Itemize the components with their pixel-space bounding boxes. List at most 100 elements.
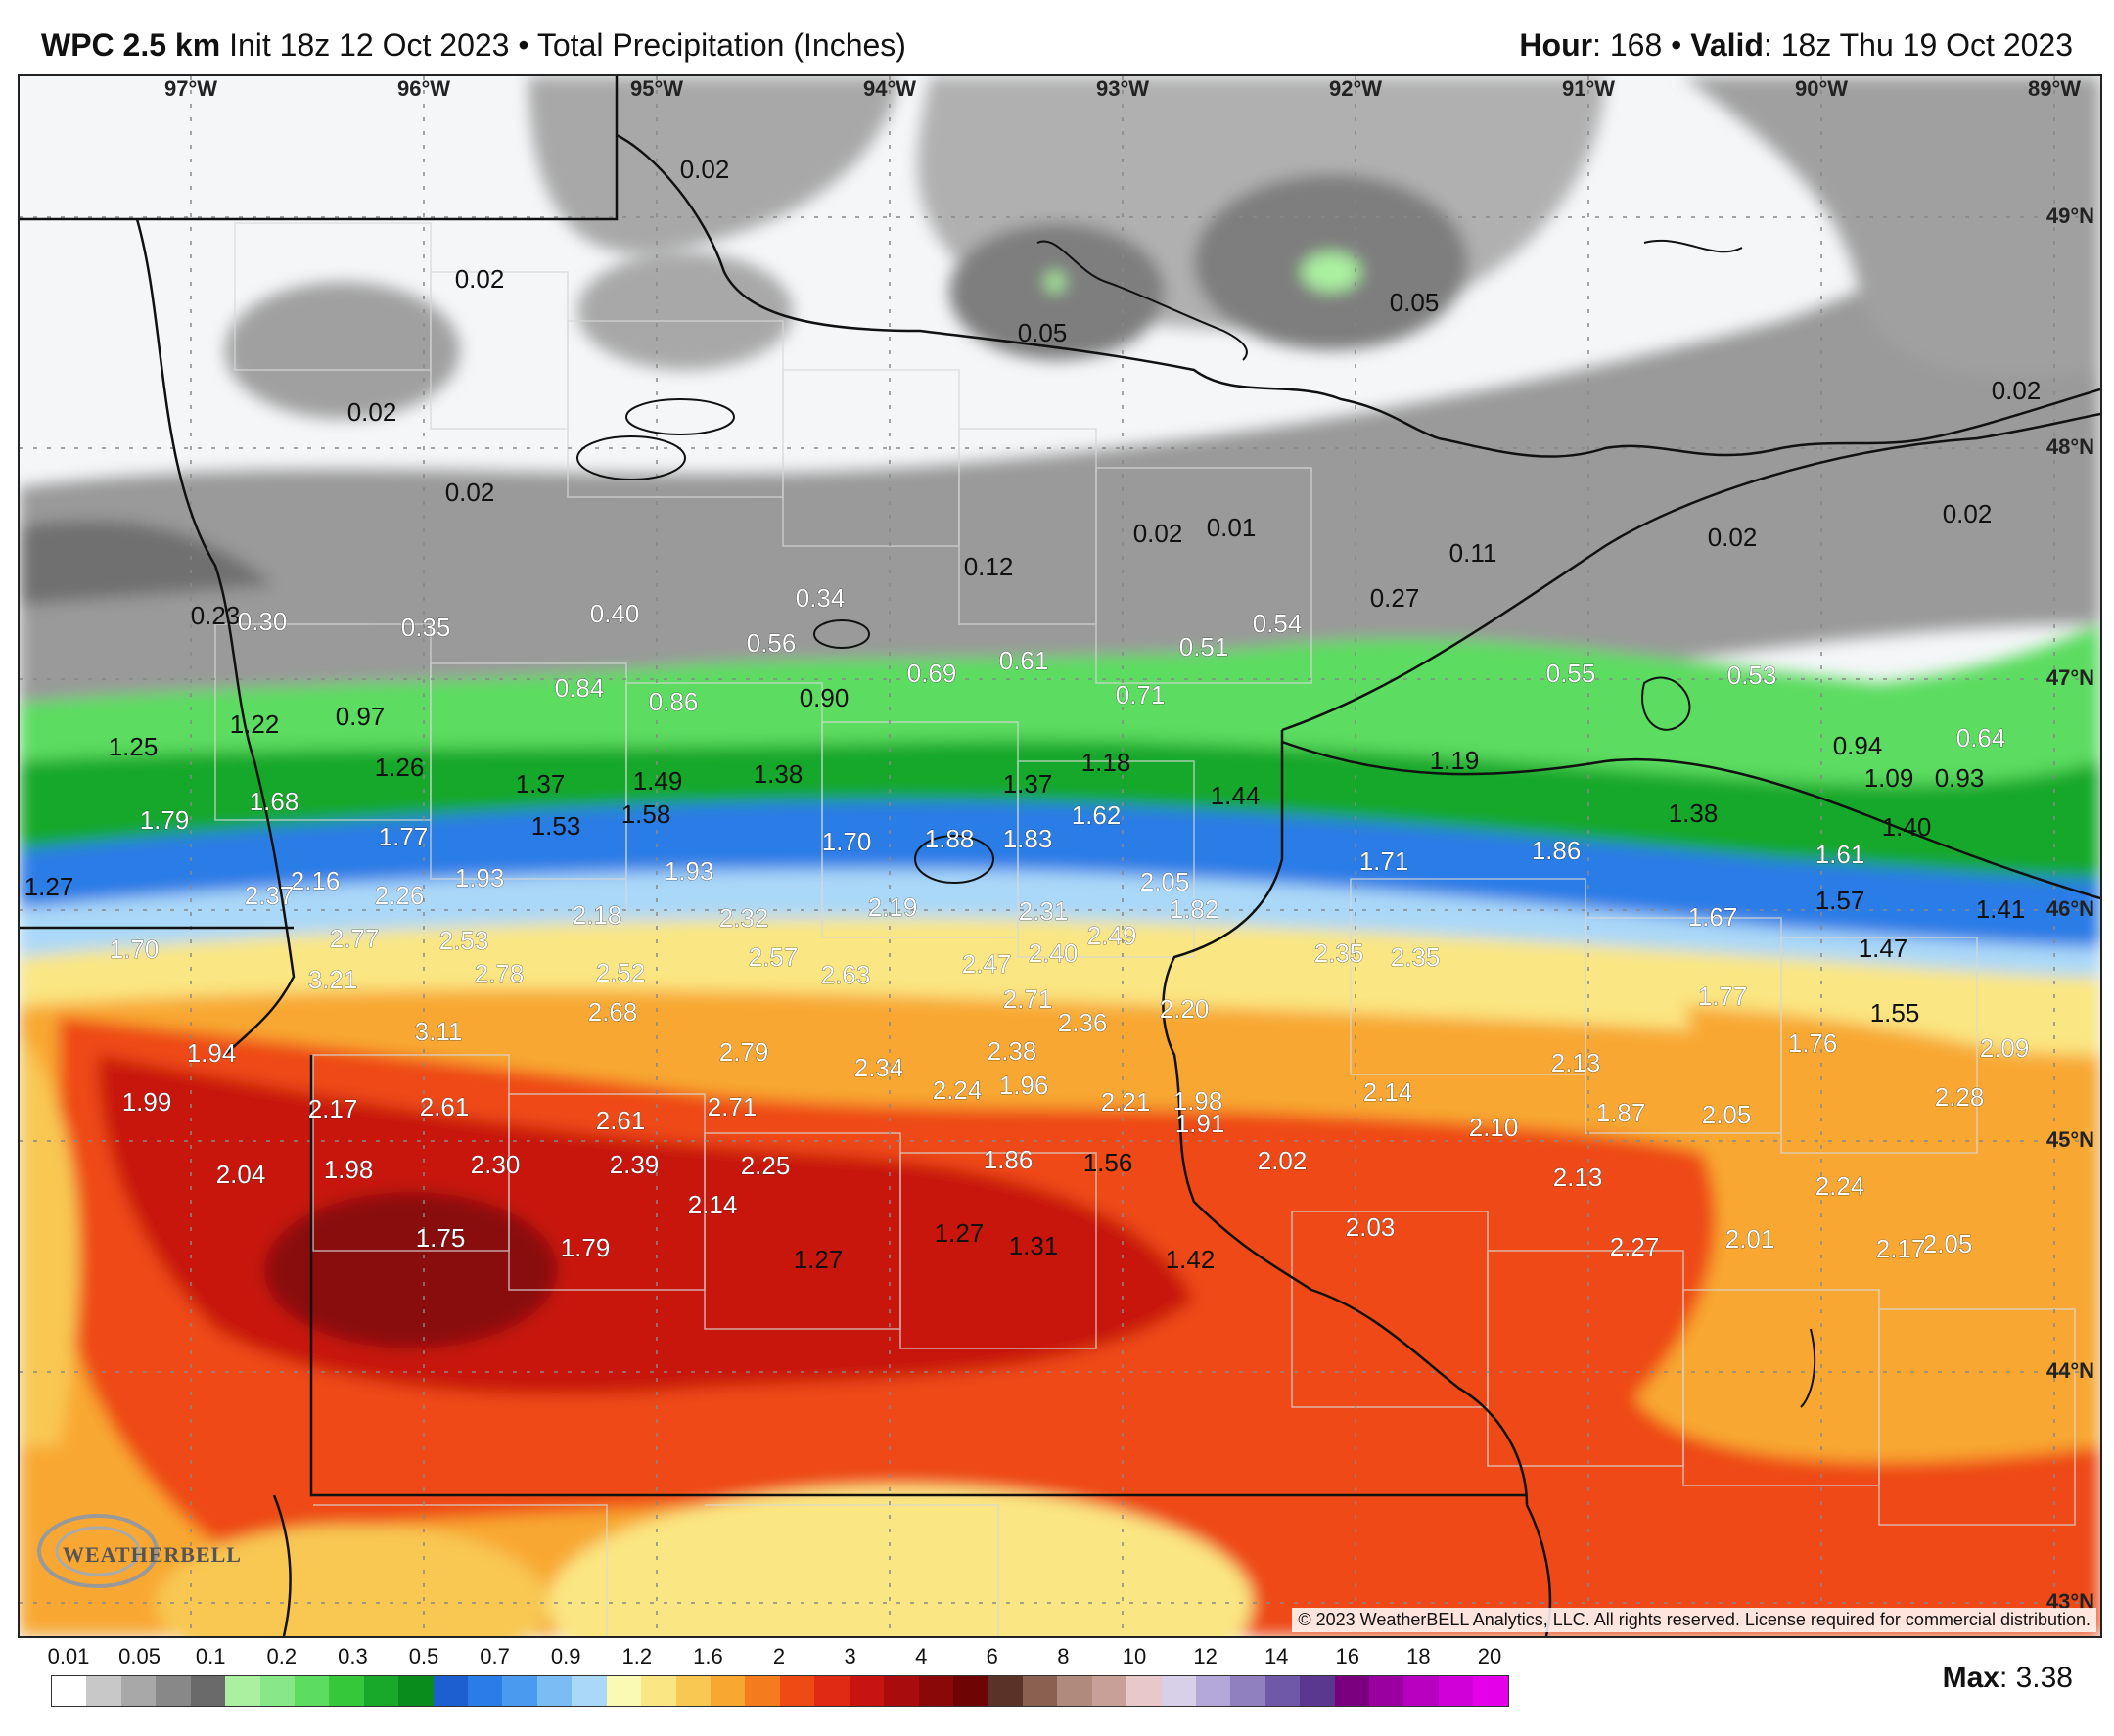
precip-value-label: 2.14: [688, 1190, 738, 1219]
precip-value-label: 1.91: [1175, 1109, 1225, 1138]
precip-value-label: 2.77: [330, 924, 380, 953]
precip-value-label: 0.27: [1370, 583, 1420, 613]
legend-swatch: [502, 1676, 537, 1706]
legend-swatch: [1126, 1676, 1162, 1706]
legend-tick-label: 18: [1406, 1644, 1431, 1668]
legend-swatch: [225, 1676, 260, 1706]
precip-value-label: 2.05: [1140, 867, 1190, 896]
precip-value-label: 2.04: [216, 1160, 266, 1189]
precip-value-label: 2.30: [471, 1150, 521, 1179]
legend-swatch: [1403, 1676, 1439, 1706]
precip-value-label: 2.38: [988, 1036, 1037, 1066]
legend-labels: 0.01 0.05 0.1 0.2 0.3 0.5 0.7 0.9 1.2 1.6 2 3 4 6 8 10 1…: [48, 1644, 1509, 1673]
precip-value-label: 0.40: [590, 599, 640, 628]
separator: •: [518, 27, 529, 63]
precip-value-label: 0.56: [747, 628, 797, 658]
precip-value-label: 2.18: [573, 900, 622, 930]
county-lines: [214, 222, 2076, 1636]
precip-value-label: 1.93: [455, 863, 505, 892]
precip-value-label: 2.61: [596, 1106, 646, 1135]
precip-value-label: 2.02: [1258, 1146, 1308, 1175]
latitude-labels: 49°N 48°N 47°N 46°N 45°N 44°N 43°N: [2046, 204, 2094, 1614]
precip-value-label: 1.70: [822, 827, 872, 856]
precip-value-label: 1.58: [621, 799, 671, 829]
precip-value-label: 2.32: [719, 903, 769, 933]
legend-tick-label: 0.7: [480, 1644, 510, 1668]
precip-value-label: 0.64: [1956, 723, 2006, 753]
precip-value-label: 2.40: [1029, 938, 1079, 968]
precip-value-label: 0.54: [1253, 609, 1303, 638]
precip-value-label: 1.86: [1532, 836, 1582, 865]
max-label: Max: [1942, 1662, 1999, 1694]
precip-value-label: 3.11: [415, 1017, 463, 1046]
legend-swatch: [745, 1676, 780, 1706]
state-borders: [20, 76, 2100, 1636]
lat-label: 44°N: [2046, 1358, 2094, 1383]
legend-tick-label: 10: [1122, 1644, 1147, 1668]
legend-swatch: [606, 1676, 642, 1706]
precip-value-label: 1.62: [1072, 800, 1122, 830]
legend-swatch: [884, 1676, 919, 1706]
precip-value-label: 1.27: [935, 1218, 985, 1248]
weatherbell-logo: WEATHERBELL: [29, 1507, 241, 1595]
precip-value-label: 2.27: [1610, 1232, 1660, 1261]
legend-swatch: [468, 1676, 503, 1706]
precip-value-label: 1.79: [140, 805, 190, 835]
map-header: WPC 2.5 km Init 18z 12 Oct 2023 • Total …: [0, 0, 2114, 72]
precip-value-label: 0.51: [1179, 632, 1229, 662]
legend-swatch: [1091, 1676, 1127, 1706]
precip-value-label: 2.61: [420, 1092, 470, 1121]
precip-value-label: 2.34: [854, 1053, 904, 1082]
precip-value-label: 1.88: [925, 824, 975, 853]
precip-value-label: 2.16: [291, 866, 341, 895]
precip-value-label: 0.11: [1449, 538, 1497, 568]
separator: •: [1671, 27, 1682, 63]
precip-value-label: 1.26: [375, 753, 425, 782]
lat-label: 45°N: [2046, 1127, 2094, 1152]
lakes: [576, 240, 1816, 1408]
precip-value-label: 1.83: [1003, 824, 1053, 853]
precip-value-label: 2.53: [439, 926, 489, 955]
header-right: Hour: 168 • Valid: 18z Thu 19 Oct 2023: [1519, 27, 2073, 64]
legend-tick-label: 12: [1193, 1644, 1218, 1668]
lat-label: 46°N: [2046, 896, 2094, 921]
precipitation-map: 97°W 96°W 95°W 94°W 93°W 92°W 91°W 90°W …: [18, 74, 2102, 1638]
precip-value-label: 2.05: [1923, 1229, 1973, 1258]
precip-value-label: 1.96: [999, 1071, 1049, 1100]
lon-label: 96°W: [397, 76, 450, 101]
precip-value-label: 2.17: [308, 1094, 358, 1123]
precip-value-label: 1.82: [1170, 894, 1219, 924]
legend-tick-label: 20: [1477, 1644, 1502, 1668]
precip-value-label: 1.22: [230, 709, 280, 739]
precip-value-label: 1.37: [516, 769, 566, 799]
precip-value-label: 2.63: [821, 960, 871, 989]
precip-value-label: 1.75: [416, 1223, 466, 1253]
legend-swatch: [1057, 1676, 1092, 1706]
precip-value-label: 1.27: [794, 1245, 844, 1274]
legend-tick-label: 16: [1335, 1644, 1360, 1668]
legend-tick-label: 4: [915, 1644, 928, 1668]
model-name: WPC 2.5 km: [41, 27, 221, 63]
precip-value-label: 0.34: [796, 583, 846, 613]
lon-label: 93°W: [1096, 76, 1149, 101]
lon-label: 91°W: [1562, 76, 1615, 101]
precip-value-label: 0.61: [999, 646, 1049, 675]
precip-value-label: 0.02: [1992, 376, 2042, 405]
precip-value-label: 1.93: [665, 856, 714, 886]
precip-value-label: 0.94: [1833, 731, 1883, 760]
legend-swatch: [1161, 1676, 1196, 1706]
lon-label: 90°W: [1795, 76, 1848, 101]
precip-value-label: 2.10: [1469, 1113, 1519, 1142]
precip-value-label: 2.25: [741, 1151, 791, 1180]
precip-value-label: 2.35: [1314, 938, 1364, 968]
precip-value-label: 0.93: [1935, 763, 1985, 793]
legend-tick-label: 6: [986, 1644, 998, 1668]
precip-value-label: 1.57: [1815, 886, 1865, 915]
legend-swatch: [259, 1676, 295, 1706]
precip-value-label: 0.71: [1116, 680, 1166, 709]
legend-color-bar: [51, 1675, 1509, 1707]
precip-value-label: 1.56: [1083, 1148, 1133, 1177]
init-time: Init 18z 12 Oct 2023: [229, 27, 510, 63]
precip-value-label: 2.71: [1003, 984, 1053, 1014]
precipitation-shading: [20, 76, 2100, 1636]
